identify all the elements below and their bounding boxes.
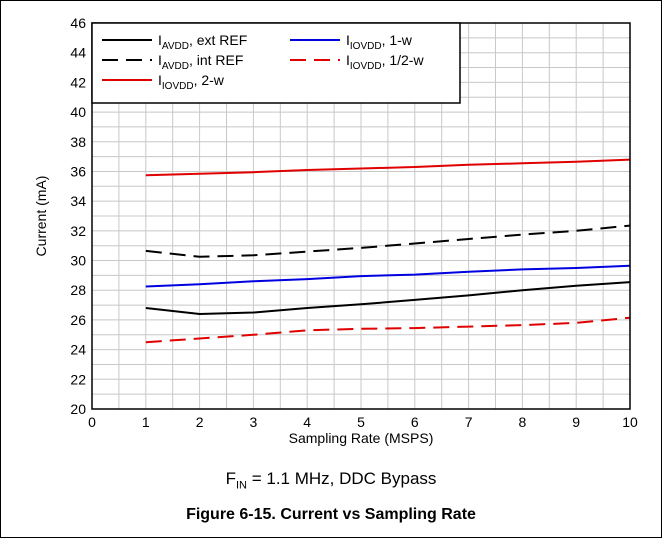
legend-label-subscript: AVDD <box>162 41 189 52</box>
x-tick-label: 1 <box>142 414 150 430</box>
y-tick-label: 44 <box>70 45 86 61</box>
figure-caption: Figure 6-15. Current vs Sampling Rate <box>1 506 661 524</box>
legend-label-suffix: , 1-w <box>382 32 413 48</box>
x-tick-label: 5 <box>357 414 365 430</box>
y-tick-label: 40 <box>70 104 86 120</box>
x-tick-label: 3 <box>250 414 258 430</box>
y-tick-label: 38 <box>70 134 86 150</box>
current-vs-sampling-rate-chart: 0 1 2 3 4 5 6 7 8 9 102022242628303234363840424446… <box>1 1 661 461</box>
condition-rest-text: = 1.1 MHz, DDC Bypass <box>247 469 436 488</box>
x-tick-label: 0 <box>88 414 96 430</box>
y-tick-label: 34 <box>70 193 86 209</box>
x-tick-label: 4 <box>303 414 311 430</box>
legend-label-suffix: , int REF <box>189 52 243 68</box>
y-tick-label: 46 <box>70 15 86 31</box>
condition-main-text: F <box>226 469 236 488</box>
y-tick-label: 30 <box>70 253 86 269</box>
x-tick-label: 9 <box>572 414 580 430</box>
y-tick-label: 32 <box>70 223 86 239</box>
legend-label-subscript: AVDD <box>162 61 189 72</box>
y-axis-title: Current (mA) <box>33 176 49 257</box>
legend-label-suffix: , 2-w <box>194 72 225 88</box>
legend-label-suffix: , 1/2-w <box>382 52 425 68</box>
y-tick-label: 42 <box>70 74 86 90</box>
y-tick-label: 36 <box>70 163 86 179</box>
x-tick-label: 8 <box>519 414 527 430</box>
test-condition-label: FIN = 1.1 MHz, DDC Bypass <box>1 469 661 491</box>
y-tick-label: 28 <box>70 282 86 298</box>
y-tick-label: 20 <box>70 401 86 417</box>
legend-label-subscript: IOVDD <box>350 41 382 52</box>
y-tick-label: 26 <box>70 312 86 328</box>
y-tick-label: 22 <box>70 371 86 387</box>
legend-label-suffix: , ext REF <box>189 32 247 48</box>
y-tick-label: 24 <box>70 342 86 358</box>
x-tick-label: 10 <box>622 414 638 430</box>
x-tick-label: 6 <box>411 414 419 430</box>
condition-subscript-text: IN <box>236 479 247 491</box>
x-tick-label: 7 <box>465 414 473 430</box>
x-tick-label: 2 <box>196 414 204 430</box>
legend-label-subscript: IOVDD <box>350 61 382 72</box>
x-axis-title: Sampling Rate (MSPS) <box>289 430 434 446</box>
legend-label-subscript: IOVDD <box>162 81 194 92</box>
